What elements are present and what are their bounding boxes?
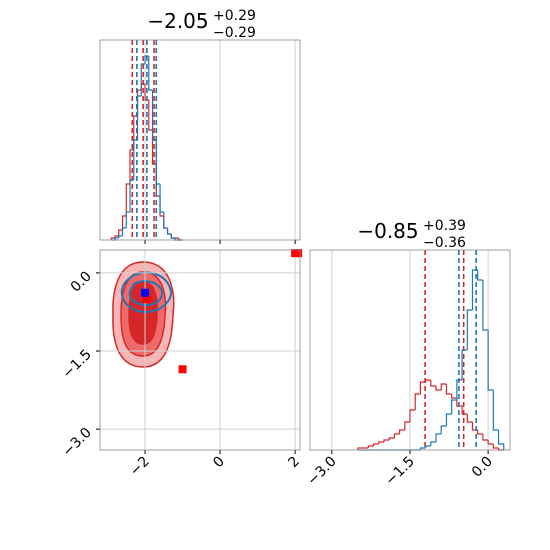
histogram-step xyxy=(110,237,116,240)
histogram-step xyxy=(487,440,494,445)
contour-blue-outer xyxy=(120,271,172,314)
histogram-step xyxy=(118,235,123,238)
histogram-step xyxy=(159,184,164,213)
histogram-step xyxy=(492,390,499,431)
histogram-step xyxy=(497,430,505,450)
histogram-step xyxy=(114,235,119,238)
title-minus: −0.36 xyxy=(423,235,466,251)
histogram-step xyxy=(440,383,447,390)
histogram-step xyxy=(140,63,146,96)
panel-title: −2.05 xyxy=(147,9,208,33)
histogram-step xyxy=(367,445,374,448)
histogram-step xyxy=(148,56,153,91)
histogram-step xyxy=(419,381,426,394)
title-value: −0.85 xyxy=(357,219,418,243)
histogram-step xyxy=(419,447,426,450)
panel-frame xyxy=(309,249,511,451)
histogram-step xyxy=(163,212,168,229)
histogram-step xyxy=(404,421,410,430)
histogram-step xyxy=(357,447,364,450)
histogram-step xyxy=(151,130,157,165)
panel: −3.0 −1.5 0.0−0.85 +0.39−0.36 xyxy=(304,218,511,489)
histogram-step xyxy=(129,179,134,212)
histogram-step xyxy=(430,441,437,446)
contour-blue-inner xyxy=(128,280,164,307)
histogram-step xyxy=(435,433,442,442)
histogram-step xyxy=(456,398,463,407)
histogram-step xyxy=(409,409,416,422)
histogram-step xyxy=(482,280,489,331)
histogram-step xyxy=(148,100,153,131)
histogram-step xyxy=(166,228,172,235)
histogram-step xyxy=(372,443,379,446)
histogram-step xyxy=(430,380,437,387)
histogram-step xyxy=(398,429,405,434)
title-minus: −0.29 xyxy=(213,25,256,41)
point xyxy=(142,294,151,303)
histogram-step xyxy=(451,394,457,399)
histogram-step xyxy=(151,90,157,141)
histogram-step xyxy=(388,437,395,440)
panel-frame xyxy=(99,39,301,241)
histogram-step xyxy=(477,430,483,435)
histogram-step xyxy=(461,349,468,380)
histogram-step xyxy=(461,406,468,415)
histogram-step xyxy=(121,227,127,236)
histogram-step xyxy=(487,330,494,391)
title-value: −2.05 xyxy=(147,9,208,33)
histogram-step xyxy=(383,439,390,442)
histogram-step xyxy=(466,414,473,423)
histogram-step xyxy=(482,434,489,441)
histogram-step xyxy=(414,393,421,410)
title-plus: +0.29 xyxy=(213,8,256,24)
histogram-step xyxy=(118,229,123,236)
histogram-step xyxy=(477,270,483,281)
histogram-step xyxy=(121,215,127,230)
histogram-step xyxy=(125,211,131,228)
panel-title: −0.85 xyxy=(357,219,418,243)
point xyxy=(141,288,150,297)
histogram-step xyxy=(445,384,452,395)
panel: −2.05 +0.29−0.29 xyxy=(99,8,301,244)
point xyxy=(294,249,303,258)
histogram-step xyxy=(170,234,176,239)
title-plus: +0.39 xyxy=(423,218,466,234)
histogram-step xyxy=(114,237,119,240)
panel-frame xyxy=(99,249,301,451)
histogram-step xyxy=(378,441,384,444)
histogram-step xyxy=(456,379,463,400)
histogram-step xyxy=(451,399,457,414)
histogram-step xyxy=(445,413,452,426)
point xyxy=(178,365,187,374)
histogram-step xyxy=(129,149,134,184)
histogram-step xyxy=(393,433,400,438)
histogram-step xyxy=(125,183,131,216)
histogram-step xyxy=(466,309,473,350)
histogram-step xyxy=(492,444,499,449)
histogram-step xyxy=(425,445,431,448)
histogram-step xyxy=(435,386,442,391)
histogram-step xyxy=(440,425,447,434)
